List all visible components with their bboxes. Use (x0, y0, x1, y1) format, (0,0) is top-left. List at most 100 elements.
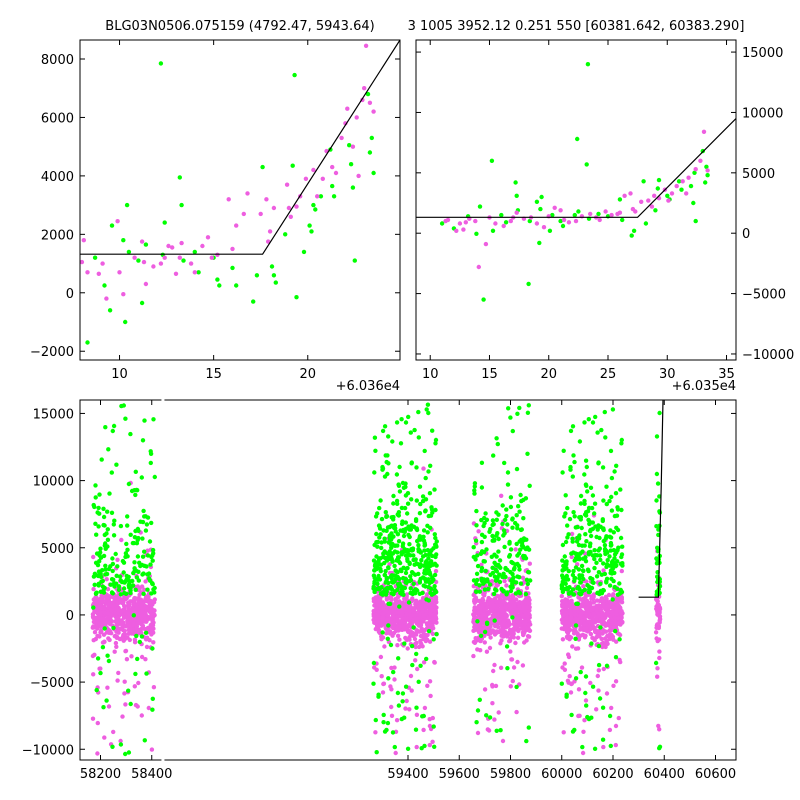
bottom-season-0-point (104, 577, 109, 582)
bottom-season-0-point (123, 648, 129, 654)
top-left-series-1-point (151, 264, 156, 269)
bottom-season-0-point (132, 640, 138, 645)
bottom-season-2-point (496, 710, 501, 715)
bottom-season-1-point (373, 717, 378, 723)
bottom-season-2-point (492, 618, 497, 623)
bottom-season-3-point (565, 505, 570, 511)
bottom-season-1-point (389, 531, 394, 536)
bottom-season-1-point (401, 533, 407, 539)
bottom-season-0-point (101, 632, 107, 637)
bottom-season-3-point (604, 638, 609, 644)
bottom-season-2-point (495, 441, 500, 447)
bottom-season-1-point (397, 604, 402, 609)
bottom-season-1-point (405, 746, 411, 751)
top-left-series-1-point (294, 204, 299, 209)
bottom-season-1-point (428, 693, 433, 699)
bottom-season-3-point (573, 676, 579, 681)
bottom-season-0-point (97, 559, 102, 564)
bottom-season-2-point (508, 588, 514, 594)
top-right-series-1-point (454, 228, 459, 233)
bottom-season-1-point (403, 706, 408, 711)
top-left-series-0-point (369, 135, 374, 141)
bottom-season-1-point (396, 483, 402, 488)
bottom-season-2-point (519, 527, 524, 532)
bottom-season-3-point (600, 631, 605, 636)
top-right-series-1-point (693, 167, 698, 172)
bottom-season-1-point (405, 646, 410, 651)
bottom-season-1-point (423, 584, 428, 589)
top-right-series-0-point (620, 217, 625, 223)
bottom-season-2-point (512, 601, 517, 606)
bottom-season-1-point (423, 632, 428, 638)
bottom-season-0-point (100, 645, 106, 650)
bottom-season-0-point (110, 591, 116, 596)
bottom-season-3-point (594, 574, 600, 579)
bottom-season-3-point (581, 596, 586, 602)
bottom-season-2-point (475, 708, 481, 713)
bottom-season-1-point (412, 607, 417, 612)
bottom-season-1-point (384, 528, 389, 533)
top-right-series-1-point (622, 193, 627, 198)
bottom-season-2-point (500, 609, 505, 615)
bottom-season-0-point (126, 750, 132, 755)
bottom-season-3-point (562, 554, 567, 559)
bottom-season-3-point (608, 548, 613, 553)
bottom-season-0-point (150, 599, 155, 604)
bottom-x-tick-label: 58400 (131, 767, 172, 782)
bottom-season-0-point (150, 581, 155, 586)
top-right-x-tick-label: 10 (422, 367, 439, 382)
bottom-season-3-point (592, 746, 598, 751)
top-right-x-tick-label: 25 (600, 367, 617, 382)
bottom-season-0-point (94, 594, 99, 600)
bottom-season-1-point (380, 592, 385, 597)
bottom-season-0-point (110, 561, 116, 567)
bottom-season-1-point (377, 535, 382, 540)
bottom-season-3-point (601, 744, 606, 750)
top-left-series-0-point (254, 273, 260, 278)
bottom-season-2-point (525, 410, 531, 415)
bottom-season-0-point (118, 523, 124, 529)
bottom-season-3-point (583, 610, 588, 615)
top-left-series-1-point (267, 229, 273, 234)
bottom-season-1-point (405, 491, 411, 496)
bottom-season-2-point (525, 451, 530, 456)
bottom-season-3-point (595, 527, 600, 532)
bottom-season-3-point (613, 621, 618, 626)
bottom-season-3-point (588, 485, 594, 490)
bottom-season-0-point (129, 609, 135, 614)
bottom-season-1-point (393, 598, 398, 603)
bottom-season-3-point (570, 474, 575, 479)
bottom-season-1-point (428, 590, 433, 596)
top-left-series-0-point (260, 164, 265, 170)
bottom-season-0-point (118, 742, 124, 747)
bottom-season-4-point (657, 727, 662, 732)
bottom-season-3-point (618, 487, 623, 492)
bottom-season-3-point (619, 595, 624, 601)
bottom-season-2-point (498, 665, 504, 670)
top-left-frame (79, 39, 401, 361)
bottom-season-0-point (101, 590, 107, 595)
bottom-season-1-point (431, 577, 436, 582)
bottom-season-1-point (394, 420, 400, 425)
bottom-season-3-point (592, 548, 597, 553)
bottom-season-2-point (482, 629, 488, 635)
top-left-series-0-point (107, 308, 113, 313)
bottom-season-1-point (426, 602, 431, 608)
top-right-y-tick-label: 10000 (742, 106, 783, 121)
bottom-season-3-point (601, 527, 606, 533)
bottom-season-0-point (96, 505, 101, 511)
bottom-season-2-point (522, 537, 527, 543)
bottom-season-3-point (564, 601, 570, 607)
bottom-season-2-point (477, 626, 482, 632)
bottom-season-3-point (590, 616, 595, 621)
bottom-season-2-point (486, 586, 491, 592)
top-right-series-1-point (597, 217, 602, 223)
bottom-season-1-point (404, 549, 409, 554)
bottom-season-2-point (493, 605, 499, 610)
bottom-season-1-point (393, 573, 398, 579)
bottom-season-3-point (565, 587, 570, 592)
bottom-season-3-point (619, 616, 624, 621)
bottom-season-1-point (388, 574, 394, 579)
bottom-season-2-point (477, 697, 482, 702)
bottom-season-0-point (91, 605, 96, 610)
